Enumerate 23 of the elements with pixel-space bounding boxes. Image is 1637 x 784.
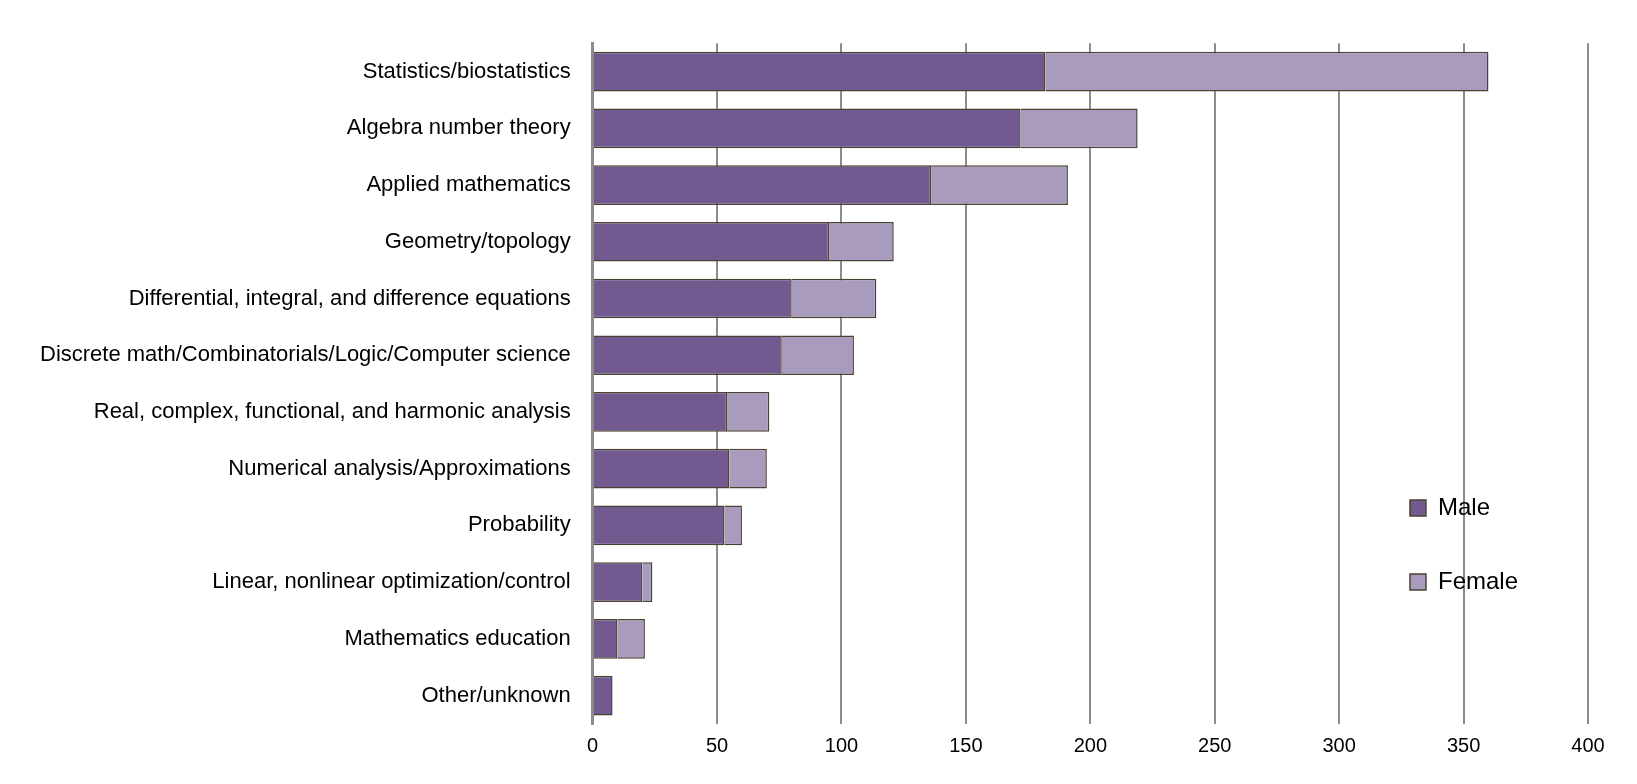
x-tick-label: 200	[1073, 733, 1108, 756]
x-tick-label: 50	[705, 733, 729, 756]
x-tick-label: 350	[1446, 733, 1481, 756]
y-tick-label: Applied mathematics	[366, 171, 571, 197]
legend-label: Female	[1437, 566, 1518, 594]
y-tick-label: Algebra number theory	[346, 114, 571, 140]
y-tick-label: Statistics/biostatistics	[362, 57, 571, 83]
y-tick-label: Other/unknown	[421, 681, 571, 707]
y-tick-label: Probability	[467, 511, 571, 537]
x-tick-label: 150	[949, 733, 983, 756]
legend-label: Male	[1437, 492, 1490, 520]
x-tick-label: 400	[1571, 733, 1605, 756]
y-tick-label: Numerical analysis/Approximations	[228, 454, 571, 480]
x-tick-label: 0	[587, 733, 599, 756]
x-tick-label: 100	[824, 733, 859, 756]
y-tick-label: Real, complex, functional, and harmonic analysis	[93, 398, 571, 424]
y-tick-label: Discrete math/Combinatorials/Logic/Computer science	[39, 341, 571, 367]
x-tick-label: 300	[1322, 733, 1356, 756]
y-tick-label: Differential, integral, and difference equations	[128, 284, 571, 310]
y-tick-label: Mathematics education	[344, 624, 571, 650]
y-tick-label: Linear, nonlinear optimization/control	[212, 568, 571, 594]
x-tick-label: 250	[1198, 733, 1232, 756]
y-tick-label: Geometry/topology	[384, 227, 571, 253]
